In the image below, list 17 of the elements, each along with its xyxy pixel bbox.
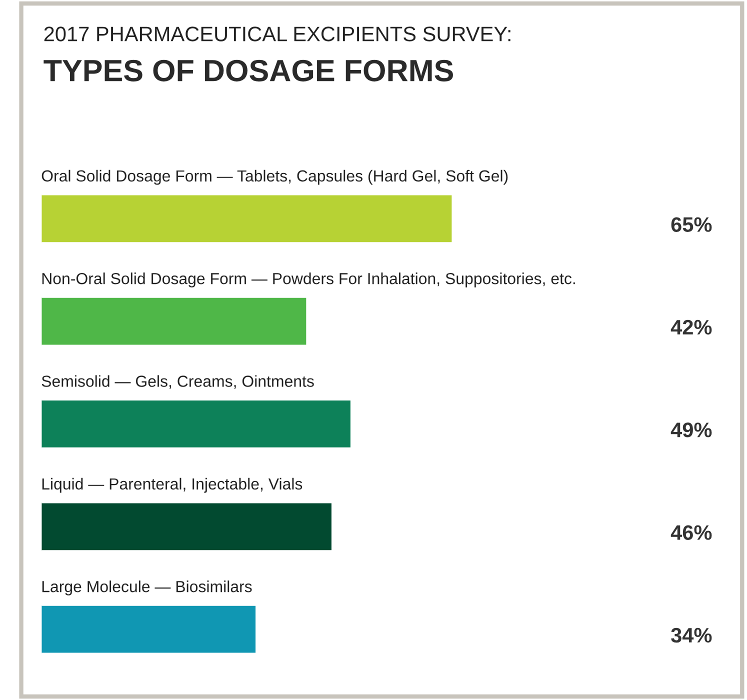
y-tick-label: Semisolid — Gels, Creams, Ointments — [42, 375, 314, 389]
bar — [41, 194, 454, 244]
bar — [41, 502, 333, 552]
bar — [41, 296, 308, 346]
y-tick-label: Non-Oral Solid Dosage Form — Powders For Inhalation, Suppositories, etc. — [42, 272, 575, 288]
data-label: 49% — [670, 422, 712, 438]
data-label: 65% — [671, 217, 712, 232]
data-label: 42% — [670, 320, 712, 335]
y-tick-label: Large Molecule — Biosimilars — [42, 580, 252, 596]
y-tick-label: Oral Solid Dosage Form — Tablets, Capsules (Hard Gel, Soft Gel) — [42, 170, 508, 185]
bar — [41, 604, 257, 654]
chart-subtitle: TYPES OF DOSAGE FORMS — [44, 60, 453, 82]
chart-title: 2017 PHARMACEUTICAL EXCIPIENTS SURVEY: — [44, 26, 510, 42]
bar — [41, 399, 352, 449]
y-tick-label: Liquid — Parenteral, Injectable, Vials — [42, 478, 302, 493]
data-label: 34% — [671, 628, 712, 643]
data-label: 46% — [670, 525, 712, 540]
